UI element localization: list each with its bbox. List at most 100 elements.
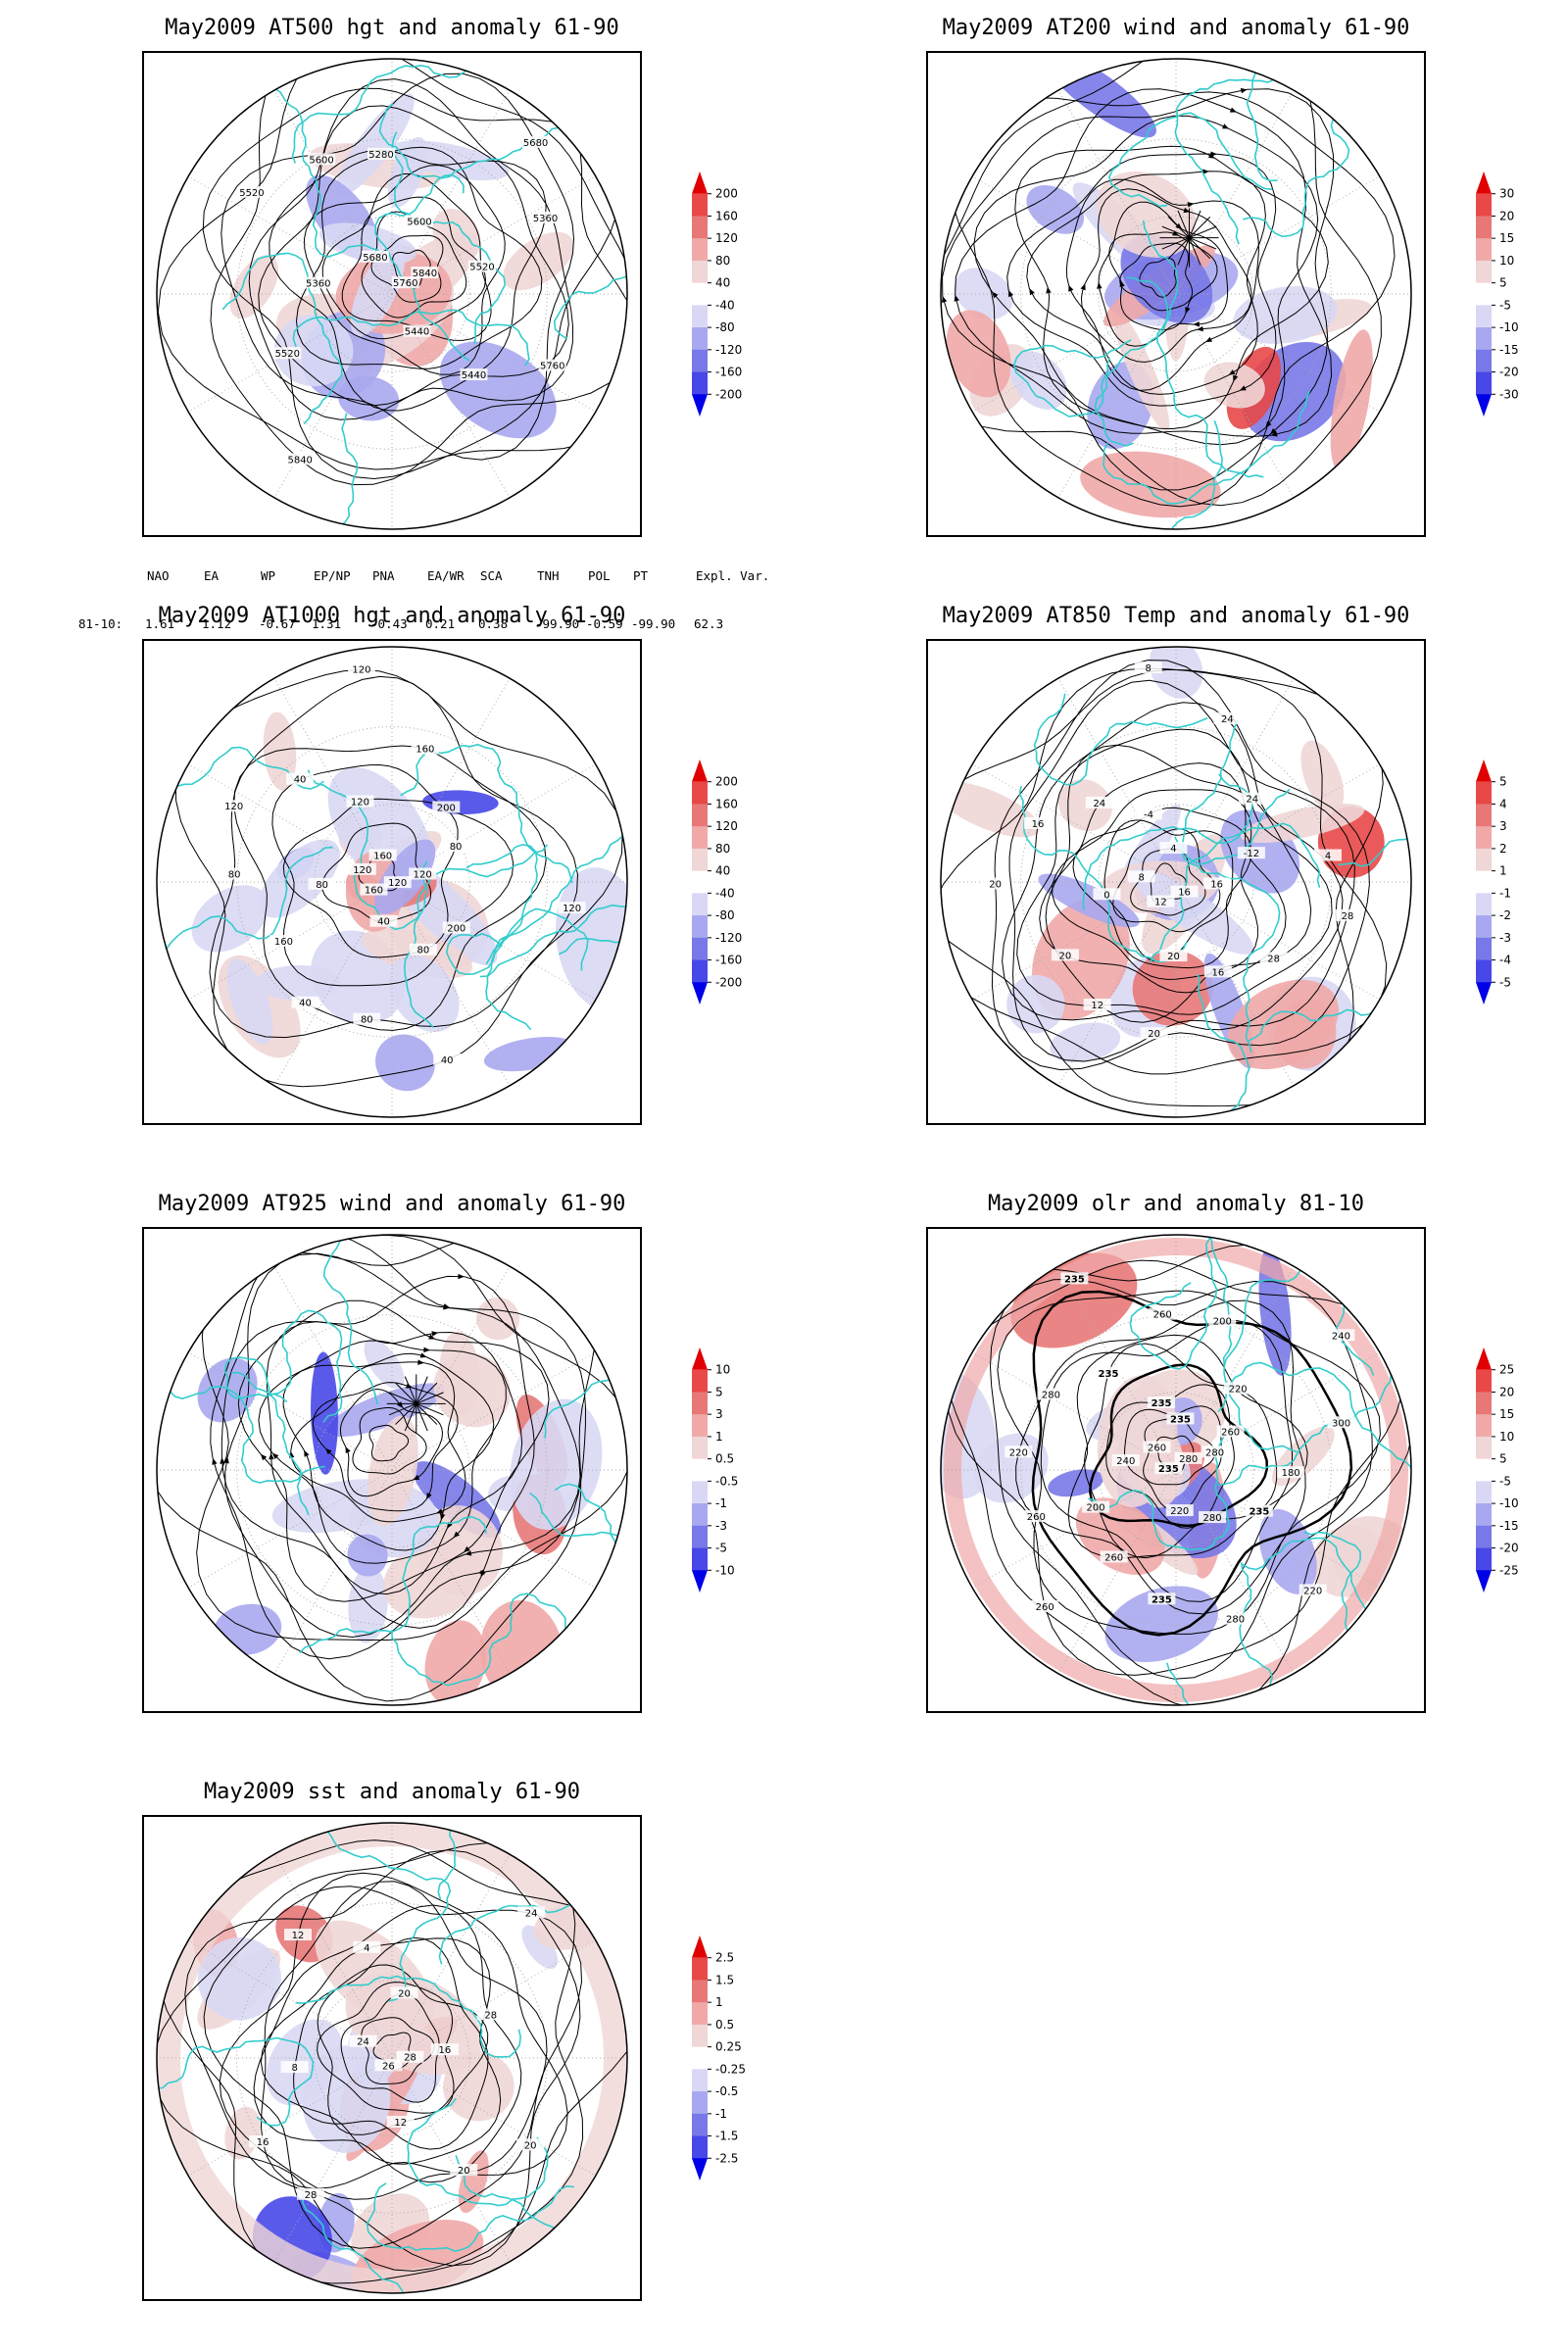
anomaly-region xyxy=(375,1034,435,1092)
wind-arrow xyxy=(304,1449,310,1457)
contour-label-bg xyxy=(1085,796,1113,808)
contour-line xyxy=(293,1936,489,2150)
contour-label-bg xyxy=(1238,792,1266,805)
contour-line xyxy=(290,1361,466,1523)
contour-label-bg xyxy=(1060,1272,1089,1285)
panel-title: May2009 AT500 hgt and anomaly 61-90 xyxy=(165,16,619,40)
anomaly-region xyxy=(424,1620,487,1705)
contour-label: 260 xyxy=(1148,1443,1166,1453)
colorbar-swatch xyxy=(692,1414,708,1438)
colorbar-arrow-top xyxy=(1476,1348,1492,1370)
coastline xyxy=(157,1369,325,1484)
colorbar-arrow-bottom xyxy=(1476,1570,1492,1592)
contour-label: 20 xyxy=(398,1988,411,1999)
streamline xyxy=(1189,217,1211,238)
streamline xyxy=(1177,210,1190,238)
index-value: -0.43 xyxy=(370,616,408,631)
contour-label: 235 xyxy=(1249,1507,1269,1518)
panel-title: May2009 AT925 wind and anomaly 61-90 xyxy=(158,1192,626,1216)
panel-at850: May2009 AT850 Temp and anomaly 61-90 16 1… xyxy=(784,588,1568,1176)
contour-label: 240 xyxy=(1332,1331,1350,1342)
contour-label-bg xyxy=(220,800,248,812)
colorbar-label: -5 xyxy=(1499,975,1511,989)
wind-arrow xyxy=(1265,420,1272,428)
contour-label-bg xyxy=(432,801,461,813)
coastline xyxy=(445,907,589,976)
colorbar-swatch xyxy=(1476,371,1492,395)
colorbar-label: -15 xyxy=(1499,1519,1519,1533)
contour-label: 20 xyxy=(1148,1029,1160,1040)
contour-label: 220 xyxy=(1170,1506,1189,1517)
streamline xyxy=(1167,217,1190,238)
coastline xyxy=(1018,786,1188,963)
colorbar-swatch xyxy=(692,804,708,827)
index-name: EA xyxy=(204,568,220,583)
streamline xyxy=(416,1402,438,1425)
contour-line xyxy=(266,1321,523,1595)
contour-label-bg xyxy=(405,215,433,227)
map-frame: 280 235 260 235 280 220 240 235 260 280 200 235 220 2… xyxy=(926,1227,1426,1713)
anomaly-region xyxy=(432,209,481,263)
contour-line xyxy=(1150,862,1187,904)
contour-line xyxy=(260,1937,502,2165)
coastline xyxy=(1088,1434,1231,1551)
map-content: 2802352602352802202402352602802002352202… xyxy=(941,1235,1411,1705)
contour-label: 16 xyxy=(1210,879,1223,890)
contour-label: 280 xyxy=(1179,1454,1198,1465)
wind-arrow xyxy=(992,291,999,299)
contour-label-bg xyxy=(1327,1329,1355,1342)
contour-label-bg xyxy=(430,2043,459,2056)
contour-label: 5440 xyxy=(462,370,486,381)
anomaly-region xyxy=(476,1297,520,1341)
colorbar-label: -0.25 xyxy=(715,2062,746,2076)
contour-line xyxy=(955,88,1333,438)
colorbar-label: 0.5 xyxy=(715,1452,734,1466)
contour-label-bg xyxy=(346,795,374,808)
contour-label-bg xyxy=(1004,1446,1033,1458)
wind-arrow xyxy=(440,1513,446,1521)
coastline xyxy=(1204,59,1278,182)
colorbar-swatch xyxy=(692,1458,708,1482)
streamline xyxy=(1167,237,1190,260)
streamline xyxy=(404,1376,417,1404)
contour-label-bg xyxy=(1259,952,1288,964)
contour-label-bg xyxy=(460,368,488,381)
contour-line xyxy=(282,1352,495,1551)
contour-label-bg xyxy=(442,840,470,853)
contour-label-bg xyxy=(531,211,560,223)
colorbar-label: 3 xyxy=(715,1407,723,1421)
contour-line xyxy=(973,115,1319,446)
colorbar-label: -200 xyxy=(715,975,742,989)
colorbar-swatch xyxy=(1476,804,1492,827)
colorbar-swatch xyxy=(692,2091,708,2115)
contour-line xyxy=(370,234,444,303)
colorbar-swatch xyxy=(1476,327,1492,351)
colorbar-swatch xyxy=(692,260,708,284)
map-frame: 28 26 24 20 16 12 8 4 28 20 16 12 24 20 28 xyxy=(142,1815,642,2301)
contour-label: 4 xyxy=(1325,852,1331,862)
contour-label: 28 xyxy=(1267,954,1280,964)
contour-label-bg xyxy=(1093,888,1121,901)
contour-label: 235 xyxy=(1152,1594,1172,1605)
coastline xyxy=(391,1592,567,1687)
latitude-circle xyxy=(314,216,470,372)
colorbar-label: 1.5 xyxy=(715,1973,734,1986)
map-boundary xyxy=(940,1234,1412,1706)
colorbar-swatch xyxy=(1476,260,1492,284)
coastline xyxy=(466,844,538,1031)
colorbar-label: 5 xyxy=(1499,1452,1507,1466)
contour-line xyxy=(942,88,1335,491)
wind-arrow xyxy=(212,1457,218,1465)
colorbar-label: 15 xyxy=(1499,231,1514,245)
anomaly-region xyxy=(1112,310,1170,432)
colorbar-label: 40 xyxy=(715,864,730,878)
colorbar-arrow-bottom xyxy=(692,394,708,416)
wind-arrow xyxy=(1172,230,1180,236)
meridian xyxy=(391,881,597,1001)
colorbar-label: -200 xyxy=(715,387,742,401)
contour-line xyxy=(361,2017,435,2084)
contour-label-bg xyxy=(1334,908,1362,921)
coastline xyxy=(157,2036,315,2127)
contour-line xyxy=(341,196,487,327)
wind-arrow xyxy=(1228,369,1236,375)
